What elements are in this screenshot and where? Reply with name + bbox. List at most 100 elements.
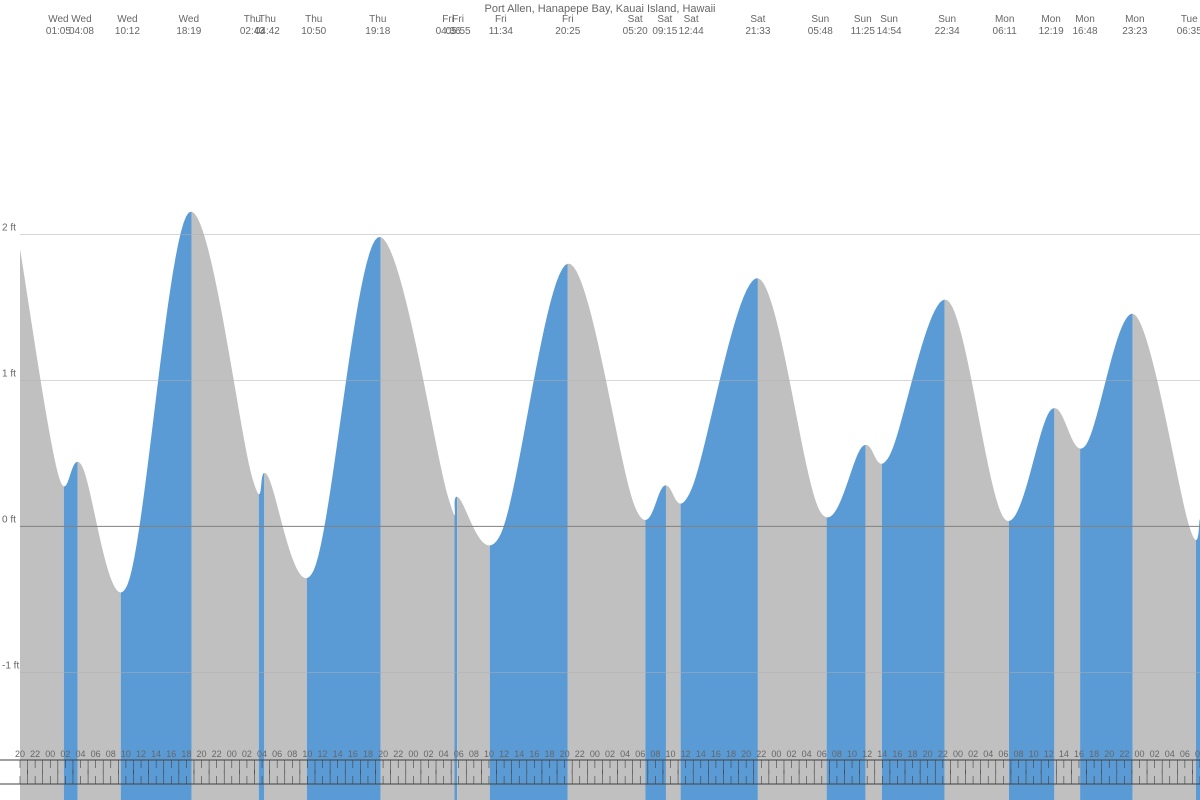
x-hour-label: 04 bbox=[76, 749, 86, 759]
x-hour-label: 16 bbox=[892, 749, 902, 759]
extremum-time-label: 22:34 bbox=[935, 26, 960, 37]
extremum-day-label: Sat bbox=[684, 14, 699, 25]
x-hour-label: 00 bbox=[953, 749, 963, 759]
x-hour-label: 18 bbox=[544, 749, 554, 759]
x-hour-label: 12 bbox=[862, 749, 872, 759]
x-hour-label: 02 bbox=[787, 749, 797, 759]
x-hour-label: 16 bbox=[711, 749, 721, 759]
extremum-day-label: Sun bbox=[938, 14, 956, 25]
x-hour-label: 20 bbox=[741, 749, 751, 759]
extremum-day-label: Tue bbox=[1181, 14, 1198, 25]
x-hour-label: 02 bbox=[242, 749, 252, 759]
extremum-day-label: Mon bbox=[1075, 14, 1094, 25]
x-hour-label: 22 bbox=[575, 749, 585, 759]
x-hour-label: 12 bbox=[1044, 749, 1054, 759]
x-hour-label: 02 bbox=[968, 749, 978, 759]
x-hour-label: 04 bbox=[802, 749, 812, 759]
extremum-day-label: Fri bbox=[452, 14, 464, 25]
extremum-time-label: 12:19 bbox=[1039, 26, 1064, 37]
extremum-day-label: Fri bbox=[495, 14, 507, 25]
tide-falling-fill bbox=[865, 445, 881, 800]
x-hour-label: 22 bbox=[30, 749, 40, 759]
x-hour-label: 22 bbox=[1119, 749, 1129, 759]
extremum-time-label: 06:35 bbox=[1177, 26, 1200, 37]
x-hour-label: 12 bbox=[136, 749, 146, 759]
extremum-time-label: 09:15 bbox=[652, 26, 677, 37]
x-hour-label: 02 bbox=[60, 749, 70, 759]
extremum-day-label: Sun bbox=[880, 14, 898, 25]
x-hour-label: 10 bbox=[484, 749, 494, 759]
x-hour-label: 10 bbox=[666, 749, 676, 759]
x-hour-label: 22 bbox=[756, 749, 766, 759]
x-hour-label: 08 bbox=[106, 749, 116, 759]
extremum-day-label: Sat bbox=[657, 14, 672, 25]
extremum-day-label: Wed bbox=[179, 14, 199, 25]
extremum-time-label: 12:44 bbox=[679, 26, 704, 37]
x-hour-label: 06 bbox=[817, 749, 827, 759]
x-hour-label: 00 bbox=[45, 749, 55, 759]
x-hour-label: 10 bbox=[302, 749, 312, 759]
x-hour-label: 04 bbox=[983, 749, 993, 759]
x-hour-label: 06 bbox=[998, 749, 1008, 759]
x-hour-label: 00 bbox=[408, 749, 418, 759]
extremum-time-label: 06:11 bbox=[993, 26, 1018, 37]
tide-chart: 2 ft1 ft0 ft-1 ft20220002040608101214161… bbox=[0, 0, 1200, 800]
chart-title: Port Allen, Hanapepe Bay, Kauai Island, … bbox=[485, 3, 716, 15]
x-hour-label: 04 bbox=[257, 749, 267, 759]
y-axis-label: 1 ft bbox=[2, 368, 16, 379]
extremum-day-label: Wed bbox=[117, 14, 137, 25]
x-hour-label: 16 bbox=[1074, 749, 1084, 759]
x-hour-label: 14 bbox=[696, 749, 706, 759]
x-hour-label: 16 bbox=[529, 749, 539, 759]
extremum-day-label: Mon bbox=[1125, 14, 1144, 25]
extremum-time-label: 11:34 bbox=[489, 26, 514, 37]
x-hour-label: 06 bbox=[91, 749, 101, 759]
x-hour-label: 20 bbox=[378, 749, 388, 759]
x-hour-label: 12 bbox=[681, 749, 691, 759]
x-hour-label: 08 bbox=[650, 749, 660, 759]
extremum-day-label: Sun bbox=[854, 14, 872, 25]
x-hour-label: 02 bbox=[423, 749, 433, 759]
x-hour-label: 04 bbox=[620, 749, 630, 759]
x-hour-label: 06 bbox=[1180, 749, 1190, 759]
extremum-time-label: 04:08 bbox=[69, 26, 94, 37]
extremum-time-label: 10:12 bbox=[115, 26, 140, 37]
y-axis-label: -1 ft bbox=[2, 660, 19, 671]
extremum-time-label: 11:25 bbox=[851, 26, 876, 37]
x-hour-label: 12 bbox=[318, 749, 328, 759]
extremum-time-label: 18:19 bbox=[176, 26, 201, 37]
x-hour-label: 06 bbox=[635, 749, 645, 759]
extremum-time-label: 10:50 bbox=[301, 26, 326, 37]
extremum-time-label: 05:48 bbox=[808, 26, 833, 37]
x-hour-label: 00 bbox=[590, 749, 600, 759]
extremum-day-label: Thu bbox=[259, 14, 276, 25]
tide-falling-fill bbox=[1054, 408, 1080, 800]
x-hour-label: 00 bbox=[227, 749, 237, 759]
x-hour-label: 00 bbox=[771, 749, 781, 759]
x-hour-label: 08 bbox=[287, 749, 297, 759]
x-hour-label: 06 bbox=[454, 749, 464, 759]
x-hour-label: 20 bbox=[923, 749, 933, 759]
x-hour-label: 20 bbox=[560, 749, 570, 759]
x-hour-label: 16 bbox=[166, 749, 176, 759]
x-hour-label: 20 bbox=[15, 749, 25, 759]
extremum-day-label: Mon bbox=[1041, 14, 1060, 25]
extremum-time-label: 14:54 bbox=[877, 26, 902, 37]
extremum-time-label: 23:23 bbox=[1122, 26, 1147, 37]
x-hour-label: 04 bbox=[1165, 749, 1175, 759]
extremum-day-label: Mon bbox=[995, 14, 1014, 25]
extremum-day-label: Sun bbox=[811, 14, 829, 25]
extremum-time-label: 05:55 bbox=[446, 26, 471, 37]
x-hour-label: 08 bbox=[1013, 749, 1023, 759]
x-hour-label: 10 bbox=[847, 749, 857, 759]
extremum-time-label: 01:05 bbox=[46, 26, 71, 37]
x-hour-label: 08 bbox=[1195, 749, 1200, 759]
extremum-day-label: Wed bbox=[71, 14, 91, 25]
extremum-day-label: Wed bbox=[48, 14, 68, 25]
x-hour-label: 02 bbox=[1150, 749, 1160, 759]
x-hour-label: 20 bbox=[1104, 749, 1114, 759]
x-hour-label: 22 bbox=[938, 749, 948, 759]
x-hour-label: 14 bbox=[151, 749, 161, 759]
x-hour-label: 18 bbox=[1089, 749, 1099, 759]
x-hour-label: 16 bbox=[348, 749, 358, 759]
